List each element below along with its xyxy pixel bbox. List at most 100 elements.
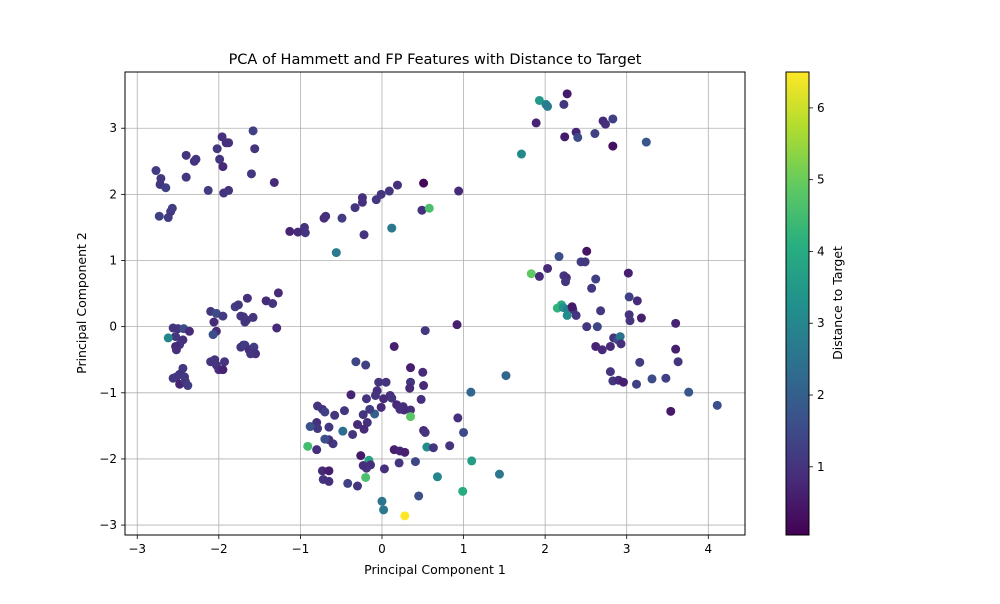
colorbar-tick-label: 1 bbox=[817, 460, 825, 474]
data-point bbox=[320, 407, 330, 417]
chart-title: PCA of Hammett and FP Features with Dist… bbox=[229, 52, 642, 68]
data-point bbox=[559, 99, 569, 109]
data-point bbox=[250, 144, 260, 154]
data-point bbox=[218, 162, 228, 172]
data-points bbox=[151, 89, 722, 521]
data-point bbox=[370, 390, 380, 400]
data-point bbox=[616, 339, 626, 349]
data-point bbox=[560, 132, 570, 142]
colorbar-tick-label: 6 bbox=[817, 101, 825, 115]
data-point bbox=[358, 461, 368, 471]
data-point bbox=[358, 410, 368, 420]
data-point bbox=[395, 404, 405, 414]
data-point bbox=[601, 119, 610, 129]
data-point bbox=[684, 387, 694, 397]
data-point bbox=[161, 183, 171, 193]
data-point bbox=[269, 177, 279, 187]
data-point bbox=[543, 101, 553, 111]
data-point bbox=[414, 491, 424, 501]
y-axis-ticks: −3 −2 −1 0 1 2 3 bbox=[99, 121, 125, 532]
data-point bbox=[339, 406, 349, 416]
data-point bbox=[242, 293, 252, 303]
data-point bbox=[357, 197, 367, 207]
data-point bbox=[394, 458, 404, 468]
data-point bbox=[209, 317, 219, 327]
data-point bbox=[320, 434, 330, 444]
data-point bbox=[389, 341, 399, 351]
data-point bbox=[330, 410, 340, 420]
data-point bbox=[350, 203, 360, 213]
data-point bbox=[215, 154, 225, 164]
data-point bbox=[180, 372, 190, 382]
data-point bbox=[400, 447, 410, 457]
colorbar-tick-label: 2 bbox=[817, 388, 825, 402]
data-point bbox=[452, 320, 462, 330]
data-point bbox=[359, 424, 369, 434]
data-point bbox=[406, 412, 416, 422]
data-point bbox=[313, 424, 323, 434]
data-point bbox=[554, 252, 564, 262]
data-point bbox=[417, 205, 427, 215]
data-point bbox=[171, 332, 181, 342]
data-point bbox=[377, 496, 387, 506]
data-point bbox=[543, 263, 553, 273]
data-point bbox=[526, 269, 536, 279]
data-point bbox=[381, 377, 391, 387]
data-point bbox=[428, 443, 438, 453]
data-point bbox=[203, 185, 213, 195]
data-point bbox=[418, 367, 428, 377]
x-tick-label: 2 bbox=[541, 542, 549, 556]
data-point bbox=[312, 445, 322, 455]
data-point bbox=[331, 248, 341, 258]
data-point bbox=[346, 390, 356, 400]
data-point bbox=[453, 413, 463, 423]
data-point bbox=[561, 277, 571, 287]
data-point bbox=[501, 371, 511, 381]
data-point bbox=[605, 367, 615, 377]
data-point bbox=[592, 322, 602, 332]
data-point bbox=[361, 472, 371, 482]
colorbar-tick-label: 5 bbox=[817, 173, 825, 187]
data-point bbox=[379, 505, 389, 515]
data-point bbox=[422, 442, 432, 452]
x-tick-label: 1 bbox=[460, 542, 468, 556]
data-point bbox=[636, 313, 646, 323]
data-point bbox=[361, 360, 371, 370]
data-point bbox=[466, 387, 476, 397]
data-point bbox=[240, 317, 250, 327]
data-point bbox=[419, 381, 429, 391]
data-point bbox=[419, 178, 429, 188]
data-point bbox=[459, 427, 469, 437]
x-axis-ticks: −3 −2 −1 0 1 2 3 4 bbox=[128, 535, 712, 556]
data-point bbox=[273, 288, 283, 298]
x-axis-label: Principal Component 1 bbox=[364, 562, 506, 577]
data-point bbox=[305, 422, 315, 432]
data-point bbox=[163, 333, 173, 343]
data-point bbox=[420, 427, 430, 437]
colorbar bbox=[785, 71, 810, 536]
data-point bbox=[573, 132, 583, 142]
data-point bbox=[181, 172, 191, 182]
data-point bbox=[181, 150, 191, 160]
data-point bbox=[596, 306, 606, 316]
data-point bbox=[597, 345, 607, 355]
data-point bbox=[671, 318, 681, 328]
colorbar-ticks: 1 2 3 4 5 6 bbox=[809, 101, 825, 474]
data-point bbox=[300, 228, 310, 238]
data-point bbox=[272, 323, 282, 333]
data-point bbox=[392, 180, 402, 190]
data-point bbox=[641, 137, 651, 147]
data-point bbox=[623, 268, 633, 278]
data-point bbox=[562, 310, 572, 320]
data-point bbox=[671, 344, 681, 354]
data-point bbox=[293, 227, 303, 237]
data-point bbox=[534, 271, 544, 281]
data-point bbox=[580, 257, 590, 267]
data-point bbox=[324, 422, 334, 432]
data-point bbox=[221, 138, 231, 148]
data-point bbox=[567, 302, 577, 312]
y-tick-label: −1 bbox=[99, 386, 117, 400]
data-point bbox=[400, 511, 410, 521]
data-point bbox=[531, 118, 541, 128]
data-point bbox=[424, 203, 434, 213]
